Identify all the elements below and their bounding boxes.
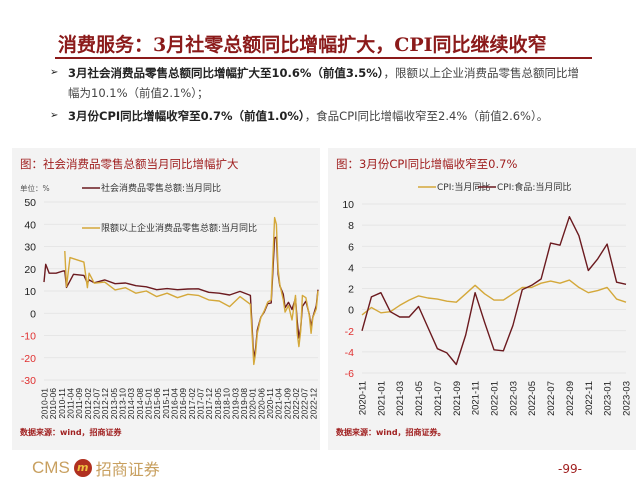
y-tick-label: -20 <box>21 353 36 365</box>
legend-label: CPI:食品:当月同比 <box>497 181 571 193</box>
y-tick-label: 4 <box>348 262 354 274</box>
x-tick-label: 2012-12 <box>100 388 110 419</box>
y-tick-label: 10 <box>24 286 36 298</box>
x-tick-label: 2020-06 <box>256 388 266 419</box>
legend-label: 社会消费品零售总额:当月同比 <box>101 182 221 194</box>
legend-label: CPI:当月同比 <box>437 181 490 193</box>
y-tick-label: -10 <box>21 331 36 343</box>
series-line-2 <box>64 216 319 366</box>
logo-mark-icon: m <box>73 459 92 477</box>
retail-chart: 单位：%50403020100-10-20-302010-012010-0620… <box>20 182 319 419</box>
x-tick-label: 2021-09 <box>282 388 292 419</box>
x-tick-label: 2023-03 <box>622 381 633 416</box>
x-tick-label: 2021-01 <box>376 381 387 416</box>
x-tick-label: 2015-06 <box>152 388 162 419</box>
y-tick-label: 0 <box>348 305 354 317</box>
y-tick-label: -30 <box>21 375 36 387</box>
y-tick-label: 6 <box>348 241 354 253</box>
x-tick-label: 2012-02 <box>83 388 93 419</box>
x-tick-label: 2017-12 <box>204 388 214 419</box>
series-line-2 <box>361 215 627 366</box>
x-tick-label: 2013-05 <box>109 388 119 419</box>
x-tick-label: 2018-10 <box>222 388 232 419</box>
x-tick-label: 2013-10 <box>118 388 128 419</box>
x-tick-label: 2011-04 <box>66 388 76 419</box>
x-tick-label: 2014-08 <box>135 388 145 419</box>
x-tick-label: 2017-02 <box>187 388 197 419</box>
x-tick-label: 2019-03 <box>230 388 240 419</box>
x-tick-label: 2020-11 <box>358 381 369 415</box>
x-tick-label: 2021-03 <box>395 381 406 416</box>
cms-logo: CMS m 招商证券 <box>32 456 160 480</box>
chart-source: 数据来源：wind，招商证券。 <box>336 428 446 437</box>
x-tick-label: 2011-09 <box>74 388 84 419</box>
cpi-chart-panel: 图：3月份CPI同比增幅收窄至0.7% 10 8 6 4 2 0 -2 -4 -6 2020-11… <box>328 148 636 450</box>
x-tick-label: 2010-11 <box>57 388 67 419</box>
x-tick-label: 2010-01 <box>40 388 50 419</box>
x-tick-label: 2021-09 <box>452 381 463 416</box>
x-tick-label: 2022-05 <box>527 381 538 416</box>
y-tick-label: 50 <box>24 197 36 209</box>
bullet-retail: ➢ 3月社会消费品零售总额同比增幅扩大至10.6%（前值3.5%），限额以上企业… <box>50 63 580 103</box>
x-tick-label: 2022-02 <box>291 388 301 419</box>
x-tick-label: 2014-03 <box>126 388 136 419</box>
x-tick-label: 2021-11 <box>471 381 482 415</box>
y-tick-label: -4 <box>345 347 354 359</box>
chart-title: 图：3月份CPI同比增幅收窄至0.7% <box>336 157 518 171</box>
x-tick-label: 2021-04 <box>274 388 284 419</box>
page-title: 消费服务：3月社零总额同比增幅扩大，CPI同比继续收窄 <box>58 34 547 56</box>
chart-source: 数据来源：wind，招商证券 <box>20 428 122 437</box>
x-tick-label: 2021-07 <box>433 381 444 416</box>
bullet-cpi: ➢ 3月份CPI同比增幅收窄至0.7%（前值1.0%），食品CPI同比增幅收窄至… <box>50 106 580 126</box>
title-underline <box>55 57 592 59</box>
x-tick-label: 2022-07 <box>300 388 310 419</box>
x-tick-label: 2022-01 <box>490 381 501 416</box>
page-number: -99- <box>558 462 582 476</box>
y-tick-label: 20 <box>24 264 36 276</box>
x-tick-label: 2022-12 <box>308 388 318 419</box>
retail-chart-panel: 图：社会消费品零售总额当月同比增幅扩大 单位：% 50 40 30 20 10 0 -10 -2… <box>12 148 320 450</box>
series-line-1 <box>361 279 627 316</box>
x-tick-label: 2016-04 <box>170 388 180 419</box>
x-tick-label: 2020-01 <box>248 388 258 419</box>
x-tick-label: 2016-09 <box>178 388 188 419</box>
x-tick-label: 2015-01 <box>144 388 154 419</box>
logo-en: CMS <box>32 458 70 477</box>
y-tick-label: 30 <box>24 242 36 254</box>
bullet-rest: ，限额以上企业消费品零售总额同比增幅为10.1%（前值2.1%）； <box>68 66 580 100</box>
x-tick-label: 2022-07 <box>546 381 557 416</box>
y-tick-label: 40 <box>24 219 36 231</box>
bullet-rest: ，食品CPI同比增幅收窄至2.4%（前值2.6%）。 <box>304 109 549 123</box>
y-tick-label: -2 <box>345 326 354 338</box>
legend-label: 限额以上企业消费品零售总额:当月同比 <box>101 222 257 234</box>
x-tick-label: 2022-03 <box>508 381 519 416</box>
cpi-chart: 10 8 6 4 2 0 -2 -4 -6 2020-11 2021-01 2021-03 2021-0… <box>342 181 633 416</box>
y-tick-label: 0 <box>30 308 36 320</box>
x-tick-label: 2015-11 <box>161 388 171 419</box>
x-tick-label: 2012-07 <box>92 388 102 419</box>
x-tick-label: 2019-08 <box>239 388 249 419</box>
chart-title: 图：社会消费品零售总额当月同比增幅扩大 <box>20 157 239 171</box>
x-tick-label: 2022-11 <box>584 381 595 415</box>
y-tick-label: 10 <box>342 199 354 211</box>
bullet-bold: 3月份CPI同比增幅收窄至0.7%（前值1.0%） <box>68 109 305 123</box>
x-tick-label: 2017-07 <box>196 388 206 419</box>
x-tick-label: 2020-11 <box>265 388 275 419</box>
logo-cn: 招商证券 <box>95 460 160 479</box>
x-tick-label: 2021-05 <box>414 381 425 416</box>
y-tick-label: 8 <box>348 220 354 232</box>
bullet-bold: 3月社会消费品零售总额同比增幅扩大至10.6%（前值3.5%） <box>68 66 384 80</box>
x-tick-label: 2023-01 <box>603 381 614 416</box>
x-tick-label: 2022-09 <box>565 381 576 416</box>
y-tick-label: -6 <box>345 368 354 380</box>
y-tick-label: 2 <box>348 284 354 296</box>
bullet-arrow-icon: ➢ <box>50 110 59 121</box>
bullet-arrow-icon: ➢ <box>50 67 59 78</box>
x-tick-label: 2010-06 <box>48 388 58 419</box>
unit-label: 单位：% <box>20 183 50 193</box>
x-tick-label: 2018-05 <box>213 388 223 419</box>
